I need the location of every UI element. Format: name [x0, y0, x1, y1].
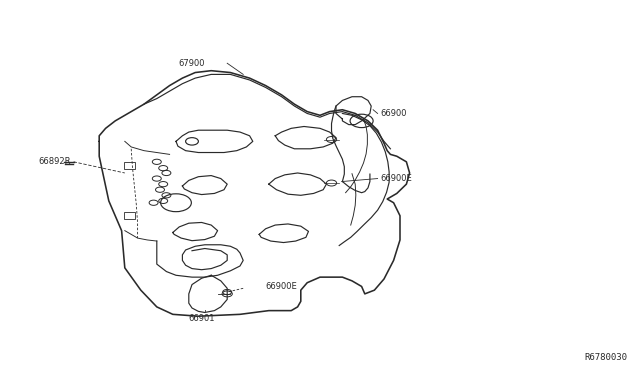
Text: 66892R: 66892R — [38, 157, 71, 166]
Text: 66900E: 66900E — [381, 174, 413, 183]
Bar — [124, 162, 135, 169]
Text: 66900: 66900 — [381, 109, 407, 118]
Bar — [124, 212, 135, 219]
Text: R6780030: R6780030 — [584, 353, 627, 362]
Text: 66901: 66901 — [189, 314, 215, 323]
Text: 66900E: 66900E — [266, 282, 298, 291]
Text: 67900: 67900 — [179, 59, 205, 68]
